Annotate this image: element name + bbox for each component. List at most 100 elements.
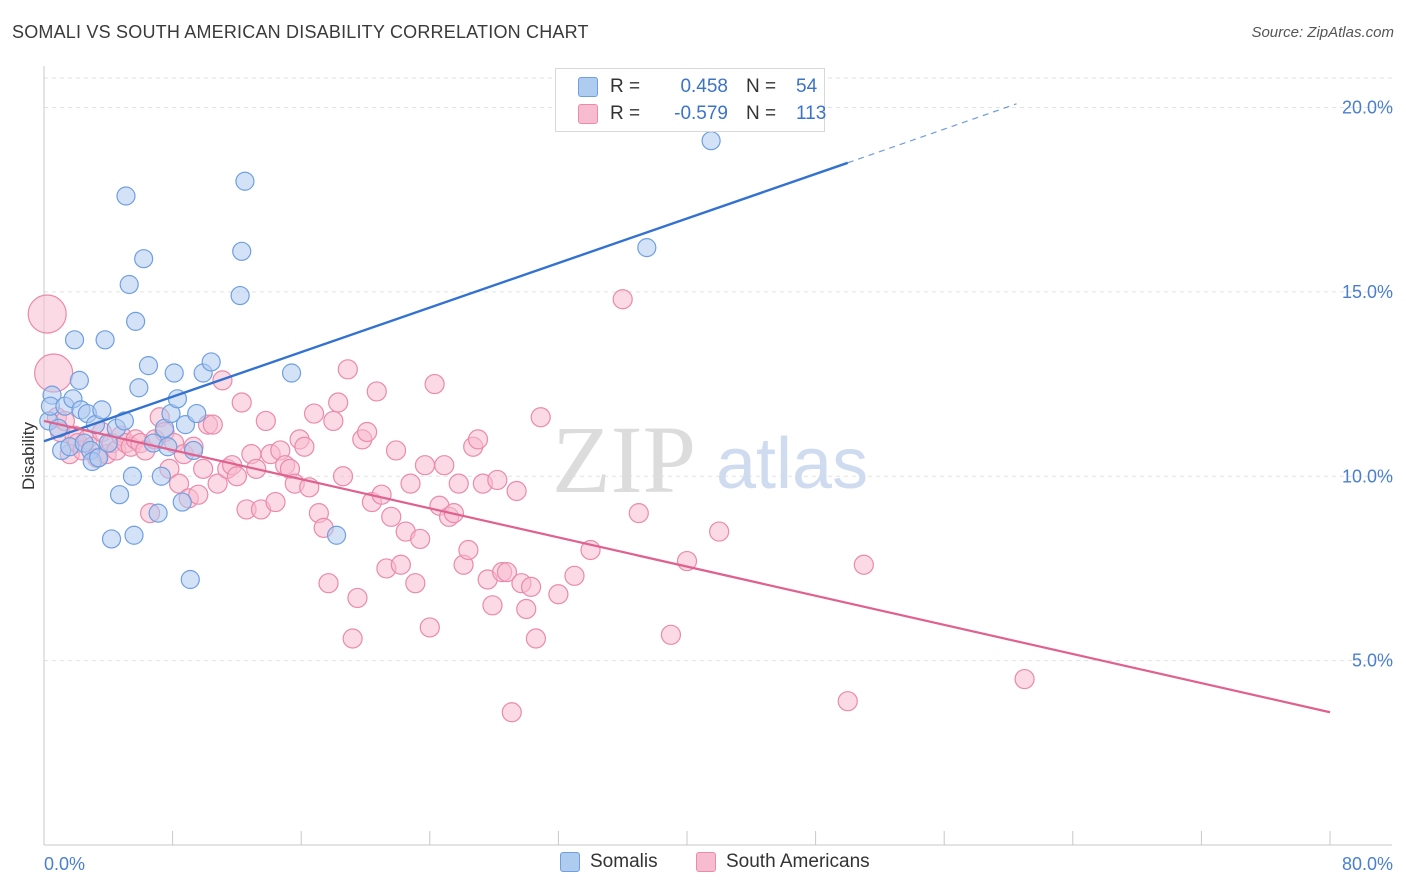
- sa-n-label: N =: [746, 103, 777, 124]
- south-american-point: [332, 466, 354, 487]
- sa-n-value: 113: [796, 103, 827, 124]
- south-american-point: [458, 539, 479, 561]
- chart-title: SOMALI VS SOUTH AMERICAN DISABILITY CORR…: [12, 22, 589, 42]
- south-american-point: [516, 598, 537, 620]
- somali-trend-extension: [847, 103, 1017, 164]
- somali-point: [126, 311, 146, 331]
- south-american-point: [342, 628, 363, 649]
- south-american-point: [390, 554, 411, 575]
- somali-r-label: R =: [610, 76, 641, 97]
- south-american-point: [434, 455, 455, 476]
- tick-labels: 5.0% 10.0% 15.0% 20.0% 0.0% 80.0%: [44, 98, 1393, 875]
- somali-point: [701, 131, 721, 151]
- somali-point: [116, 186, 136, 206]
- south-american-point: [226, 466, 247, 487]
- source-label: Source: ZipAtlas.com: [1251, 24, 1394, 41]
- y-tick-label: 10.0%: [1342, 466, 1393, 486]
- somali-point: [109, 485, 130, 505]
- south-american-point: [357, 421, 378, 443]
- south-american-legend-swatch: [696, 852, 716, 872]
- y-tick-label: 15.0%: [1342, 282, 1393, 302]
- sa-r-value: -0.579: [674, 103, 728, 124]
- south-american-point: [303, 403, 325, 424]
- south-american-point: [323, 410, 344, 432]
- south-american-point: [294, 436, 315, 457]
- somali-point: [134, 249, 154, 269]
- south-american-point: [381, 506, 402, 527]
- south-american-point: [366, 381, 387, 402]
- south-american-point: [405, 573, 426, 594]
- south-american-point: [328, 392, 349, 413]
- somali-point: [637, 238, 657, 258]
- somali-point: [114, 411, 134, 431]
- south-american-point: [188, 484, 209, 505]
- south-american-point: [1014, 668, 1035, 690]
- somali-point: [92, 400, 112, 420]
- somali-point: [69, 370, 89, 390]
- somali-legend-label: Somalis: [590, 851, 658, 872]
- somali-point: [98, 433, 118, 453]
- south-american-point: [496, 562, 518, 583]
- somali-point: [164, 363, 184, 383]
- somali-n-label: N =: [746, 76, 777, 97]
- south-american-point: [255, 410, 276, 432]
- somali-point: [129, 378, 149, 398]
- south-american-point: [347, 587, 368, 609]
- somali-point: [201, 352, 221, 372]
- stats-legend: R = 0.458 N = 54 R = -0.579 N = 113: [555, 68, 826, 132]
- somali-point: [180, 569, 200, 590]
- somali-point: [101, 529, 122, 549]
- somali-point: [95, 330, 115, 350]
- somali-n-value: 54: [796, 76, 818, 97]
- south-american-point: [548, 584, 569, 605]
- south-american-point: [27, 294, 67, 334]
- south-american-swatch: [578, 104, 598, 124]
- somali-point: [89, 448, 109, 468]
- somali-r-value: 0.458: [680, 76, 728, 97]
- south-american-point: [501, 702, 522, 723]
- south-american-point: [318, 573, 339, 594]
- somali-points: [39, 131, 721, 590]
- watermark-atlas: atlas: [716, 424, 868, 504]
- south-american-point: [853, 554, 874, 575]
- legend-row-somali: R = 0.458 N = 54: [556, 74, 817, 100]
- south-american-point: [410, 528, 431, 550]
- south-american-point: [231, 392, 252, 413]
- y-tick-label: 20.0%: [1342, 98, 1393, 118]
- legend-row-south-american: R = -0.579 N = 113: [556, 101, 826, 127]
- south-american-point: [202, 414, 223, 435]
- south-american-point: [419, 617, 440, 638]
- south-american-point: [265, 491, 286, 513]
- south-american-point: [564, 565, 585, 586]
- south-american-point: [193, 458, 214, 479]
- bottom-legend-somali[interactable]: Somalis: [560, 851, 658, 873]
- somali-point: [187, 403, 207, 424]
- somali-point: [124, 525, 144, 545]
- trend-lines: [43, 103, 1331, 714]
- south-american-point: [424, 373, 445, 395]
- south-american-points: [27, 289, 1035, 723]
- south-american-point: [467, 429, 489, 450]
- somali-point: [235, 171, 255, 191]
- x-tick-label: 0.0%: [44, 854, 85, 874]
- south-american-point: [337, 359, 358, 380]
- x-tick-label: 80.0%: [1342, 854, 1393, 874]
- bottom-legend-south-american[interactable]: South Americans: [696, 851, 870, 873]
- south-american-trend-line: [43, 419, 1331, 714]
- south-american-point: [837, 691, 858, 712]
- south-american-point: [371, 484, 392, 505]
- somali-trend-line: [43, 161, 849, 443]
- south-american-point: [525, 628, 546, 649]
- somali-point: [326, 525, 347, 545]
- south-american-point: [520, 576, 542, 597]
- somali-point: [148, 503, 168, 523]
- somali-point: [119, 274, 139, 295]
- south-american-point: [414, 455, 436, 476]
- south-american-point: [612, 289, 633, 310]
- south-american-point: [530, 407, 551, 428]
- south-american-legend-label: South Americans: [726, 851, 870, 872]
- sa-r-label: R =: [610, 103, 641, 124]
- somali-point: [232, 241, 252, 261]
- south-american-point: [448, 473, 469, 494]
